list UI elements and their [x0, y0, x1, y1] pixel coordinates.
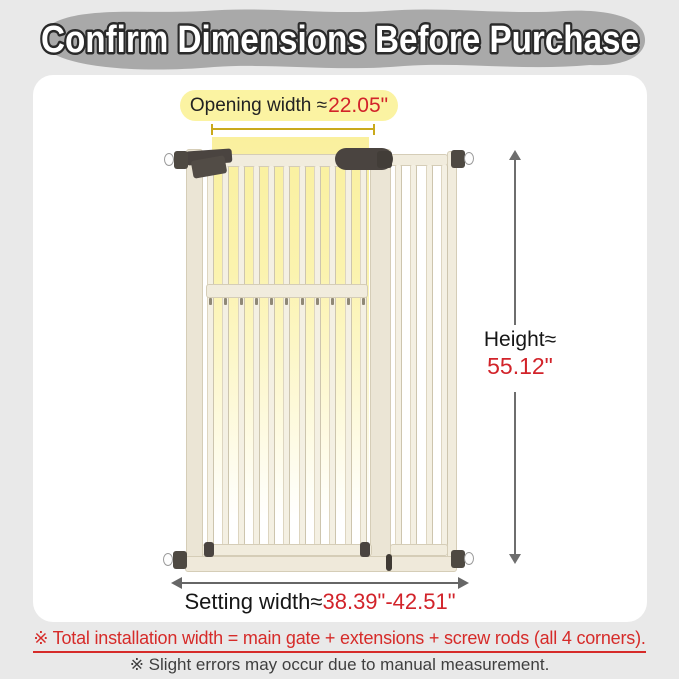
gate-bar — [285, 298, 289, 305]
extension-bottom-rail — [390, 544, 448, 556]
gate-base-rail — [185, 556, 457, 572]
height-line-bottom — [514, 392, 516, 554]
opening-width-measure-bar — [213, 128, 373, 130]
gate-bar — [209, 298, 212, 305]
banner: Confirm Dimensions Before Purchase — [39, 9, 646, 70]
footnote-measurement: ※ Slight errors may occur due to manual … — [129, 655, 550, 674]
opening-width-value: 22.05" — [328, 93, 389, 117]
wall-cup-top-right — [464, 152, 474, 165]
gate-bar — [329, 166, 337, 545]
gate-bar — [346, 298, 350, 305]
screw-knob-top-right — [451, 150, 465, 168]
door-bars — [207, 166, 367, 545]
footnote-total-width: ※ Total installation width = main gate +… — [0, 628, 679, 653]
gate-right-post — [370, 149, 391, 572]
height-arrow-down — [509, 554, 521, 564]
height-text: Height≈ — [483, 328, 557, 351]
banner-title: Confirm Dimensions Before Purchase — [41, 19, 639, 61]
gate-bar — [361, 298, 365, 305]
door-bottom-rail — [202, 544, 372, 556]
base-joint — [386, 554, 392, 571]
gate-bar — [270, 298, 274, 305]
opening-width-measure-line — [211, 124, 375, 135]
gate-bar — [222, 166, 230, 545]
height-label: Height≈ 55.12" — [455, 328, 585, 380]
gate-bar — [207, 166, 214, 545]
gate-bar — [395, 165, 402, 545]
mid-rail-connectors — [209, 298, 365, 305]
banner-blob — [42, 9, 646, 70]
screw-knob-bottom-left — [173, 551, 187, 569]
gate-bar — [237, 166, 245, 545]
gate-bar — [425, 165, 433, 545]
gate-bar — [316, 298, 320, 305]
footnote-total-width-text: ※ Total installation width = main gate +… — [33, 628, 646, 653]
setting-width-arrow-right — [458, 577, 469, 589]
latch-catch — [377, 151, 392, 168]
gate-bar — [314, 166, 322, 545]
wall-cup-top-left — [164, 153, 174, 166]
gate-bar — [268, 166, 276, 545]
setting-width-line — [181, 582, 459, 584]
door-mid-rail — [206, 284, 368, 298]
setting-width-text: Setting width≈ — [184, 589, 323, 614]
gate-bar — [224, 298, 228, 305]
extension-bars — [395, 165, 448, 545]
wall-cup-bottom-right — [464, 552, 474, 565]
gate-bar — [283, 166, 291, 545]
gate-bar — [331, 298, 335, 305]
gate-bar — [300, 298, 304, 305]
gate-bar — [298, 166, 306, 545]
height-line-top — [514, 159, 516, 325]
setting-width-value: 38.39"-42.51" — [322, 589, 456, 614]
height-arrow-up — [509, 150, 521, 160]
opening-width-label: Opening width ≈22.05" — [180, 90, 398, 121]
opening-width-text: Opening width ≈ — [189, 94, 328, 116]
height-value: 55.12" — [487, 352, 553, 379]
setting-width-arrow-left — [171, 577, 182, 589]
gate-bar — [440, 165, 448, 545]
door-bottom-clip-right — [360, 542, 370, 557]
gate-bar — [410, 165, 418, 545]
gate-bar — [359, 166, 367, 545]
gate-bar — [344, 166, 352, 545]
gate-bar — [239, 298, 243, 305]
wall-cup-bottom-left — [163, 553, 173, 566]
setting-width-label: Setting width≈38.39"-42.51" — [120, 589, 520, 615]
gate-bar — [254, 298, 258, 305]
door-bottom-clip-left — [204, 542, 214, 557]
gate-left-post — [186, 149, 203, 572]
gate-bar — [252, 166, 260, 545]
screw-knob-top-left — [174, 151, 188, 169]
screw-knob-bottom-right — [451, 550, 465, 568]
